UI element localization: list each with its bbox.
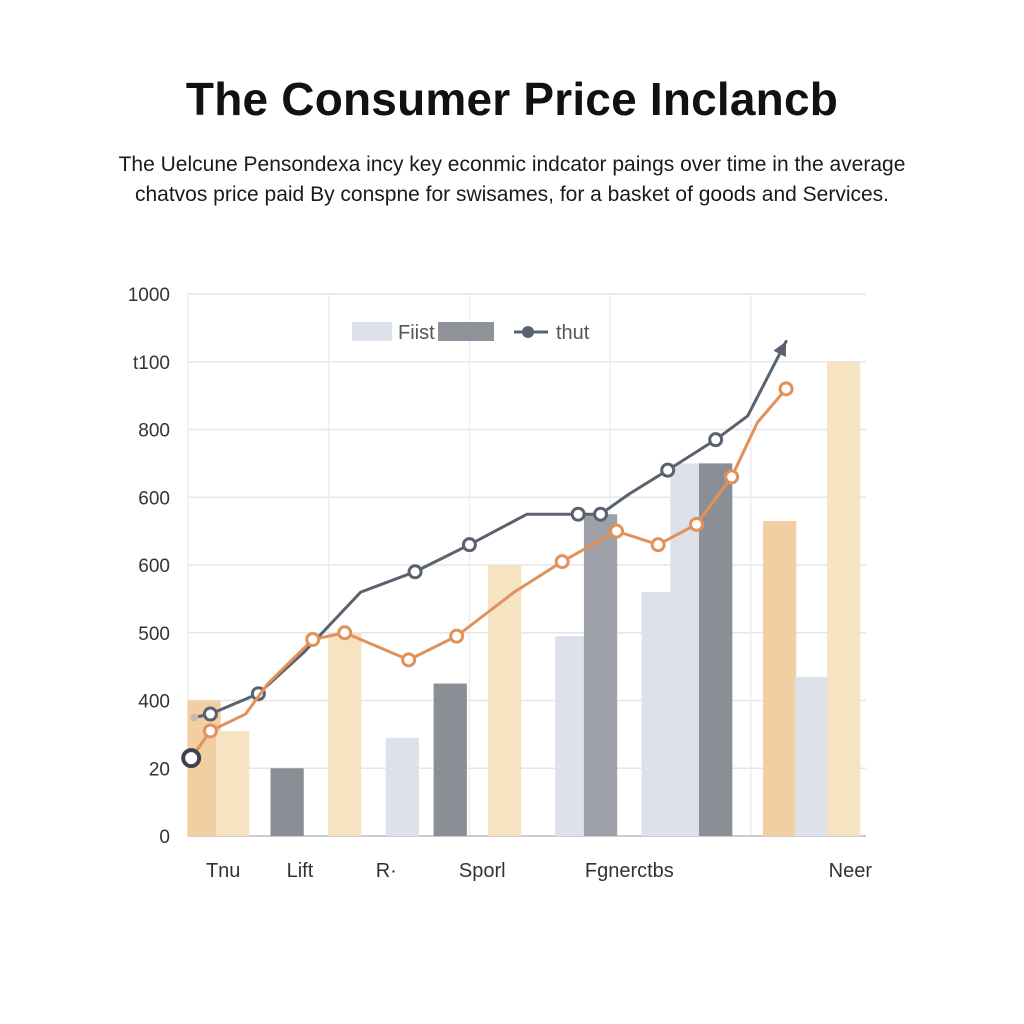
bar <box>216 730 250 836</box>
bar <box>699 463 733 836</box>
series-point-1 <box>570 506 586 522</box>
bars <box>187 361 861 836</box>
y-axis-ticks: 0 20 400 500 600 600 800 t100 1000 <box>128 285 170 848</box>
series-point-2 <box>202 723 218 739</box>
legend-swatch-light <box>352 322 392 341</box>
y-tick-label: 400 <box>138 692 170 713</box>
series-arrowhead <box>773 341 787 358</box>
bar <box>641 592 675 836</box>
y-tick-label: 20 <box>149 759 170 780</box>
y-tick-label: 600 <box>138 556 170 577</box>
bar <box>826 361 861 836</box>
y-tick-label: 500 <box>138 624 170 645</box>
series-point-1 <box>202 706 218 722</box>
series-point-2 <box>337 625 353 641</box>
x-tick-label: Neer <box>829 860 873 882</box>
series-point-2 <box>449 628 465 644</box>
bar <box>385 737 419 836</box>
y-tick-label: 600 <box>138 488 170 509</box>
bar <box>555 636 589 836</box>
series-point-2 <box>650 537 666 553</box>
y-tick-label: t100 <box>133 353 170 374</box>
series-point-2 <box>554 554 570 570</box>
series-point-1 <box>660 462 676 478</box>
x-axis-ticks: Tnu Lift R· Sporl Fgnerctbs Neer <box>206 860 872 882</box>
series-point-2 <box>724 469 740 485</box>
x-tick-label: Tnu <box>206 860 240 882</box>
x-tick-label: Lift <box>287 860 314 882</box>
series-point-2 <box>778 381 794 397</box>
bar <box>487 565 522 836</box>
bar <box>795 676 829 836</box>
bar <box>763 520 797 836</box>
y-tick-label: 1000 <box>128 285 170 306</box>
subtitle-line-1: The Uelcune Pensondexa incy key econmic … <box>118 153 906 176</box>
bar <box>433 683 467 836</box>
bar <box>187 700 221 836</box>
series-point-2 <box>609 523 625 539</box>
series-point-1 <box>407 564 423 580</box>
legend-label-fiist: Fiist <box>398 322 435 344</box>
series-lines <box>181 339 794 769</box>
bar <box>270 768 304 836</box>
legend-swatch-dark <box>438 322 494 341</box>
legend: Fiist thut <box>352 322 590 344</box>
grid <box>187 293 866 837</box>
series-start-point-1 <box>190 713 199 722</box>
x-tick-label: Sporl <box>459 860 506 882</box>
chart-title: The Consumer Price Inclancb <box>185 73 839 125</box>
series-point-1 <box>461 537 477 553</box>
series-point-2 <box>689 516 704 532</box>
subtitle-line-2: chatvos price paid By conspne for swisam… <box>134 183 890 206</box>
legend-line-marker <box>522 326 534 338</box>
bar <box>328 632 362 836</box>
x-tick-label: Fgnerctbs <box>585 860 674 882</box>
y-tick-label: 0 <box>159 827 170 848</box>
series-point-1 <box>593 506 609 522</box>
series-point-1 <box>708 432 724 448</box>
series-start-point-2 <box>181 748 202 769</box>
x-tick-label: R· <box>376 860 397 882</box>
series-line-2 <box>189 387 788 760</box>
bar <box>583 514 618 836</box>
legend-label-thut: thut <box>556 322 590 344</box>
y-tick-label: 800 <box>138 421 170 442</box>
series-point-2 <box>401 652 417 668</box>
chart-subtitle: The Uelcune Pensondexa incy key econmic … <box>60 150 964 210</box>
series-point-2 <box>305 632 321 648</box>
